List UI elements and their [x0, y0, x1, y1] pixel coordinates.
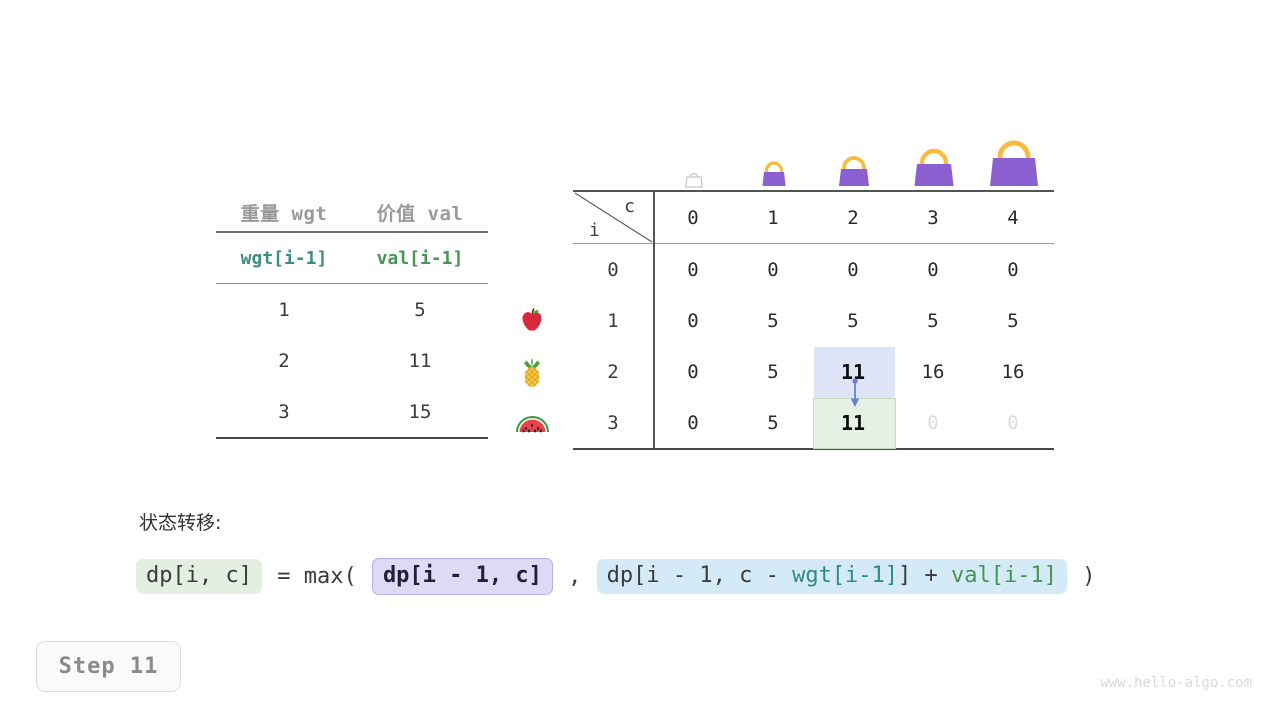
item-icon-column: [508, 296, 556, 449]
item-weight-value-table: 重量 wgt 价值 val wgt[i-1] val[i-1] 1 5 2 11…: [216, 193, 488, 439]
formula-arg2-prefix: dp[i - 1, c -: [606, 563, 793, 588]
item-wgt-2: 2: [278, 349, 290, 372]
formula-close-paren: ): [1069, 564, 1096, 589]
formula-comma: ,: [554, 564, 595, 589]
transition-section-label: 状态转移:: [139, 512, 222, 534]
dp-capacity-header-1: 1: [767, 206, 779, 229]
dp-cell-2-1: 5: [767, 360, 779, 383]
bag-icon-0: [654, 128, 734, 188]
dp-table-rule-header: [573, 243, 1054, 244]
table-row: 3 0 5 11 0 0: [573, 397, 1054, 448]
dp-table-vertical-divider: [653, 192, 655, 448]
item-val-1: 5: [414, 298, 426, 321]
table-row: 1 5: [216, 284, 488, 335]
formula-equals-max: = max(: [263, 564, 370, 589]
dp-cell-0-4: 0: [1007, 258, 1019, 281]
table-row: 1 0 5 5 5 5: [573, 295, 1054, 346]
dp-row-label-2: 2: [607, 360, 619, 383]
dp-cell-2-4: 16: [1001, 360, 1025, 383]
item-table-header-val: 价值 val: [376, 202, 464, 225]
dp-cell-3-3: 0: [927, 411, 939, 434]
dp-table-header-row: c i 0 1 2 3 4: [573, 192, 1054, 243]
formula-token-val: val[i-1]: [951, 563, 1057, 588]
formula-arg2-middle: ] +: [898, 563, 952, 588]
dp-cell-3-2: 11: [840, 410, 866, 435]
dp-table-grid: c i 0 1 2 3 4 0 0 0 0 0 0 1: [573, 192, 1054, 449]
capacity-bag-icon-row: [654, 128, 1054, 188]
dp-cell-3-0: 0: [687, 411, 699, 434]
item-table-header-row: 重量 wgt 价值 val: [216, 193, 488, 231]
dp-table-rule-top: [573, 190, 1054, 192]
dp-cell-0-1: 0: [767, 258, 779, 281]
dp-cell-2-3: 16: [921, 360, 945, 383]
dp-table: c i 0 1 2 3 4 0 0 0 0 0 0 1: [573, 190, 1054, 450]
item-val-2: 11: [408, 349, 432, 372]
bag-icon-3: [894, 128, 974, 188]
dp-row-label-0: 0: [607, 258, 619, 281]
item-table-subheader-wgt: wgt[i-1]: [240, 247, 328, 269]
bag-icon-4: [974, 128, 1054, 188]
item-table-rule-top: [216, 231, 488, 233]
dp-row-label-3: 3: [607, 411, 619, 434]
watermelon-icon: [508, 398, 556, 449]
table-row: 3 15: [216, 386, 488, 437]
dp-capacity-header-0: 0: [687, 206, 699, 229]
table-row: 2 11: [216, 335, 488, 386]
dp-cell-1-1: 5: [767, 309, 779, 332]
dp-table-corner-cell: c i: [573, 192, 653, 243]
state-transition-formula: dp[i, c] = max( dp[i - 1, c] , dp[i - 1,…: [136, 558, 1098, 595]
dp-cell-1-3: 5: [927, 309, 939, 332]
dp-table-rule-bottom: [573, 448, 1054, 450]
item-wgt-1: 1: [278, 298, 290, 321]
watermark: www.hello-algo.com: [1100, 675, 1252, 691]
formula-arg-skip-item: dp[i - 1, c]: [371, 558, 553, 595]
transition-arrow-icon: [850, 378, 860, 407]
item-val-3: 15: [408, 400, 432, 423]
item-table-subheader-val: val[i-1]: [376, 247, 464, 269]
bag-icon-2: [814, 128, 894, 188]
item-wgt-3: 3: [278, 400, 290, 423]
dp-capacity-header-3: 3: [927, 206, 939, 229]
dp-cell-1-0: 0: [687, 309, 699, 332]
formula-arg-take-item: dp[i - 1, c - wgt[i-1]] + val[i-1]: [596, 559, 1067, 594]
formula-lhs: dp[i, c]: [136, 559, 262, 594]
item-table-header-wgt: 重量 wgt: [240, 202, 328, 225]
dp-cell-highlight-target: [813, 398, 896, 449]
dp-cell-1-2: 5: [847, 309, 859, 332]
dp-cell-2-0: 0: [687, 360, 699, 383]
dp-cell-0-3: 0: [927, 258, 939, 281]
apple-icon: [508, 296, 556, 347]
formula-token-wgt: wgt[i-1]: [792, 563, 899, 588]
dp-capacity-header-2: 2: [847, 206, 859, 229]
dp-capacity-header-4: 4: [1007, 206, 1019, 229]
dp-cell-0-2: 0: [847, 258, 859, 281]
item-table-rule-mid: [216, 283, 488, 284]
table-row: 0 0 0 0 0 0: [573, 244, 1054, 295]
dp-cell-3-1: 5: [767, 411, 779, 434]
step-badge: Step 11: [36, 641, 181, 692]
item-table-rule-bottom: [216, 437, 488, 439]
dp-row-label-1: 1: [607, 309, 619, 332]
dp-cell-1-4: 5: [1007, 309, 1019, 332]
dp-cell-0-0: 0: [687, 258, 699, 281]
pineapple-icon: [508, 347, 556, 398]
dp-cell-3-4: 0: [1007, 411, 1019, 434]
dp-corner-row-label: i: [589, 220, 600, 241]
dp-corner-col-label: c: [624, 196, 635, 217]
bag-icon-1: [734, 128, 814, 188]
item-table-subheader-row: wgt[i-1] val[i-1]: [216, 233, 488, 283]
